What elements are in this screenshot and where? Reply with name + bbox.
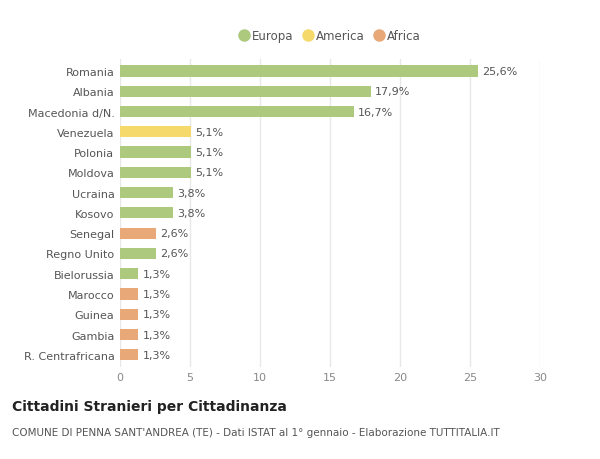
Text: 16,7%: 16,7%	[358, 107, 393, 117]
Bar	[120, 228, 157, 239]
Bar	[120, 147, 191, 158]
Text: 2,6%: 2,6%	[161, 229, 189, 239]
Bar	[120, 349, 138, 361]
Text: 1,3%: 1,3%	[142, 310, 170, 319]
Bar	[120, 269, 138, 280]
Bar	[120, 309, 138, 320]
Bar	[120, 188, 173, 199]
Text: 1,3%: 1,3%	[142, 289, 170, 299]
Text: Cittadini Stranieri per Cittadinanza: Cittadini Stranieri per Cittadinanza	[12, 399, 287, 413]
Text: 5,1%: 5,1%	[196, 168, 224, 178]
Text: 1,3%: 1,3%	[142, 269, 170, 279]
Text: 1,3%: 1,3%	[142, 350, 170, 360]
Text: 25,6%: 25,6%	[482, 67, 518, 77]
Bar	[120, 248, 157, 259]
Bar	[120, 289, 138, 300]
Bar	[120, 86, 371, 98]
Text: 17,9%: 17,9%	[375, 87, 410, 97]
Bar	[120, 106, 354, 118]
Bar	[120, 208, 173, 219]
Text: 3,8%: 3,8%	[178, 208, 206, 218]
Bar	[120, 329, 138, 341]
Bar	[120, 66, 478, 78]
Text: 1,3%: 1,3%	[142, 330, 170, 340]
Bar	[120, 168, 191, 179]
Text: 3,8%: 3,8%	[178, 188, 206, 198]
Legend: Europa, America, Africa: Europa, America, Africa	[235, 26, 425, 48]
Text: 2,6%: 2,6%	[161, 249, 189, 259]
Text: 5,1%: 5,1%	[196, 148, 224, 158]
Text: 5,1%: 5,1%	[196, 128, 224, 138]
Bar	[120, 127, 191, 138]
Text: COMUNE DI PENNA SANT'ANDREA (TE) - Dati ISTAT al 1° gennaio - Elaborazione TUTTI: COMUNE DI PENNA SANT'ANDREA (TE) - Dati …	[12, 427, 500, 437]
